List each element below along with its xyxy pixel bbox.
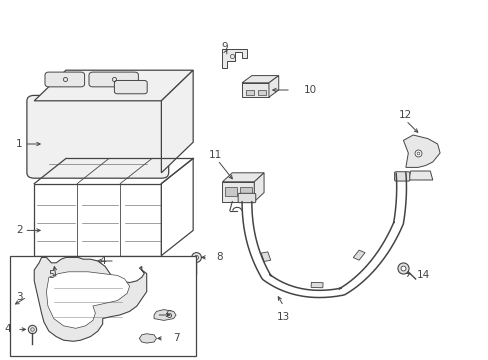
Text: 4: 4 xyxy=(99,256,106,266)
FancyBboxPatch shape xyxy=(45,72,84,87)
Text: 13: 13 xyxy=(276,312,290,322)
Polygon shape xyxy=(242,76,278,83)
Text: 1: 1 xyxy=(16,139,23,149)
Text: 4: 4 xyxy=(4,324,11,334)
Polygon shape xyxy=(34,70,193,101)
Text: 5: 5 xyxy=(48,270,55,280)
Polygon shape xyxy=(222,173,264,182)
Text: 12: 12 xyxy=(398,110,412,120)
Bar xyxy=(257,90,265,95)
Text: 3: 3 xyxy=(16,292,23,302)
Text: 6: 6 xyxy=(165,310,172,320)
FancyBboxPatch shape xyxy=(89,72,138,87)
Text: 10: 10 xyxy=(304,85,316,95)
Text: 9: 9 xyxy=(221,42,228,52)
Text: 11: 11 xyxy=(208,150,222,160)
Text: 2: 2 xyxy=(16,225,23,235)
Bar xyxy=(352,250,365,260)
FancyBboxPatch shape xyxy=(394,172,409,181)
Polygon shape xyxy=(161,158,193,256)
FancyBboxPatch shape xyxy=(27,95,168,178)
Text: 8: 8 xyxy=(216,252,223,262)
Polygon shape xyxy=(268,76,278,97)
Bar xyxy=(242,83,268,97)
Bar xyxy=(224,187,236,196)
Polygon shape xyxy=(403,135,439,167)
Text: 7: 7 xyxy=(172,333,179,343)
Bar xyxy=(240,187,251,196)
Polygon shape xyxy=(222,49,246,68)
FancyBboxPatch shape xyxy=(114,81,147,94)
Polygon shape xyxy=(46,272,129,328)
Bar xyxy=(261,252,270,261)
Bar xyxy=(245,90,253,95)
Polygon shape xyxy=(154,310,176,320)
Polygon shape xyxy=(407,171,432,180)
Polygon shape xyxy=(161,70,193,173)
Bar xyxy=(34,184,161,256)
Text: 14: 14 xyxy=(415,270,429,280)
Bar xyxy=(222,182,254,202)
Polygon shape xyxy=(254,173,264,202)
Polygon shape xyxy=(34,257,146,341)
Bar xyxy=(310,282,323,288)
Bar xyxy=(10,256,195,356)
FancyBboxPatch shape xyxy=(238,193,255,203)
Polygon shape xyxy=(139,334,156,343)
